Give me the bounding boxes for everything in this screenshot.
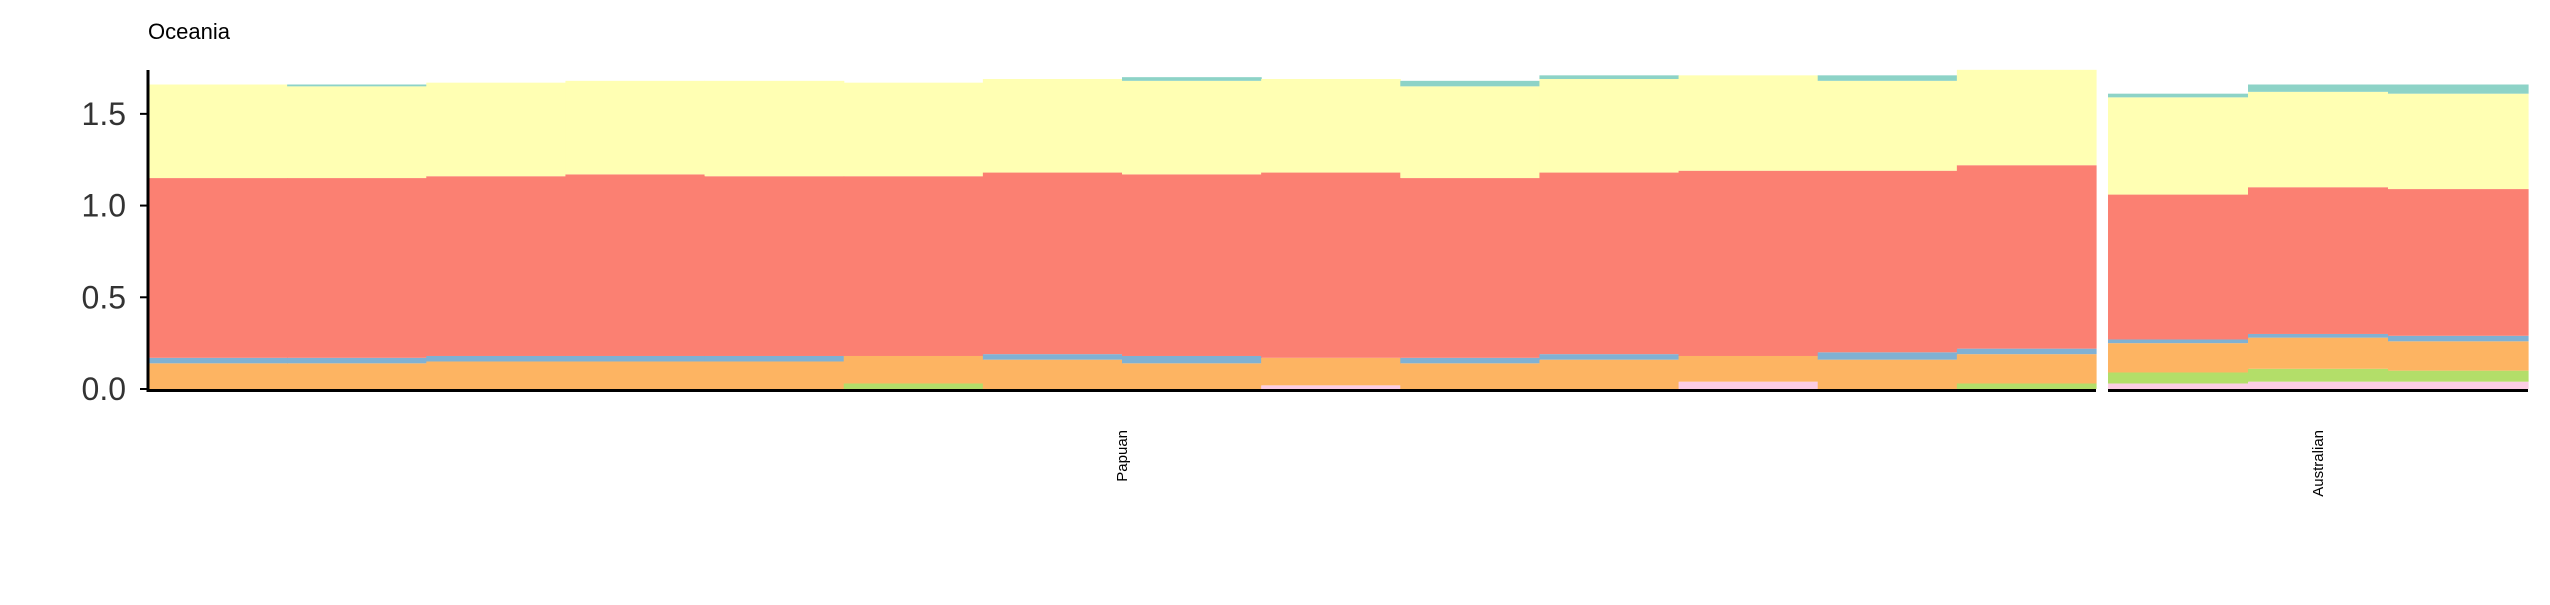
bar-segment-salmon [1400,178,1541,358]
bar-segment-yellow [843,82,984,177]
bar-segment-green [2388,370,2529,382]
bar-segment-green [843,383,984,389]
bar-segment-blue [1539,354,1680,360]
bar-segment-blue [1817,352,1958,360]
bar-segment-blue [982,354,1123,360]
bar-segment-yellow [2108,97,2249,195]
bar-segment-pink [1261,385,1401,389]
bar-segment-yellow [2388,93,2529,190]
bar-segment-teal [287,84,427,87]
bar-segment-orange [1956,354,2097,384]
bar-segment-yellow [1956,69,2097,166]
bar-segment-pink [1678,381,1819,389]
bar-segment-salmon [1678,170,1819,356]
y-tick-label: 1.5 [82,96,126,132]
bar-segment-yellow [1261,79,1401,173]
bar-segment-orange [2388,341,2529,371]
bar-segment-blue [287,357,427,364]
bar-segment-salmon [1956,165,2097,349]
bar-segment-blue [565,355,706,362]
bar-segment-teal [1817,75,1958,81]
y-tick-label: 0.0 [82,371,126,407]
bar-segment-salmon [2248,187,2389,334]
bar-segment-salmon [287,178,427,358]
bar-segment-salmon [148,178,288,358]
bar-segment-salmon [704,176,845,356]
bar-segment-blue [2248,333,2389,338]
panel-australian: Australian [2108,84,2529,497]
bar-segment-salmon [426,176,567,356]
bar-segment-green [1956,383,2097,389]
bar-segment-orange [1539,359,1680,389]
bar-segment-teal [2248,84,2389,92]
bar-segment-yellow [704,80,845,177]
bar-segment-orange [2248,337,2389,369]
x-tick-label-papuan: Papuan [1114,430,1131,482]
bar-segment-salmon [843,176,984,356]
bar-segment-orange [704,361,845,389]
y-tick-label: 1.0 [82,188,126,224]
bar-segment-teal [1539,75,1680,80]
bar-segment-salmon [1122,174,1262,356]
bar-segment-yellow [1539,79,1680,173]
bar-segment-pink [2248,381,2389,389]
bar-segment-salmon [2108,194,2249,340]
panels: Papuan Australian [148,69,2529,497]
bar-segment-blue [1956,348,2097,355]
bar-segment-yellow [565,80,706,175]
bar-segment-salmon [2388,189,2529,336]
bar-segment-yellow [287,86,427,179]
bar-segment-teal [1122,77,1262,81]
bar-segment-orange [843,355,984,384]
bar-segment-orange [2108,343,2249,373]
bar-segment-yellow [148,84,288,179]
bar-segment-salmon [1817,170,1958,353]
bar-segment-blue [1122,355,1262,364]
y-axis: 0.0 0.5 1.0 1.5 [82,70,150,407]
bar-segment-orange [1678,355,1819,382]
y-tick-label: 0.5 [82,279,126,315]
bar-segment-orange [1400,363,1541,389]
bar-segment-yellow [1122,80,1262,175]
bar-segment-orange [565,361,706,389]
bar-segment-orange [287,363,427,389]
bar-segment-yellow [426,82,567,177]
bar-segment-salmon [982,172,1123,355]
x-tick-label-australian: Australian [2310,430,2327,497]
bar-segment-yellow [1400,86,1541,179]
bar-segment-yellow [1817,80,1958,171]
bar-segment-pink [2388,381,2529,389]
bar-segment-blue [426,355,567,362]
bar-segment-orange [1261,357,1401,386]
chart-title: Oceania [148,19,231,44]
bar-segment-orange [1817,359,1958,389]
bar-segment-salmon [565,174,706,356]
bar-segment-orange [426,361,567,389]
bar-segment-teal [2108,93,2249,98]
panel-papuan: Papuan [148,69,2097,482]
bar-segment-green [2248,368,2389,382]
bar-segment-blue [148,357,288,364]
bar-segment-teal [1400,80,1541,87]
bar-segment-pink [2108,383,2249,389]
bar-segment-orange [1122,363,1262,389]
bar-segment-teal [2388,84,2529,94]
bar-segment-yellow [2248,91,2389,188]
bar-segment-blue [2388,335,2529,342]
bar-segment-orange [982,359,1123,389]
bar-segment-orange [148,363,288,389]
bar-segment-salmon [1261,172,1401,358]
bar-segment-blue [704,355,845,362]
bar-segment-yellow [982,79,1123,173]
bar-segment-salmon [1539,172,1680,355]
bar-segment-yellow [1678,75,1819,171]
bar-segment-blue [2108,339,2249,344]
bar-segment-blue [1400,357,1541,364]
bar-segment-green [2108,372,2249,384]
